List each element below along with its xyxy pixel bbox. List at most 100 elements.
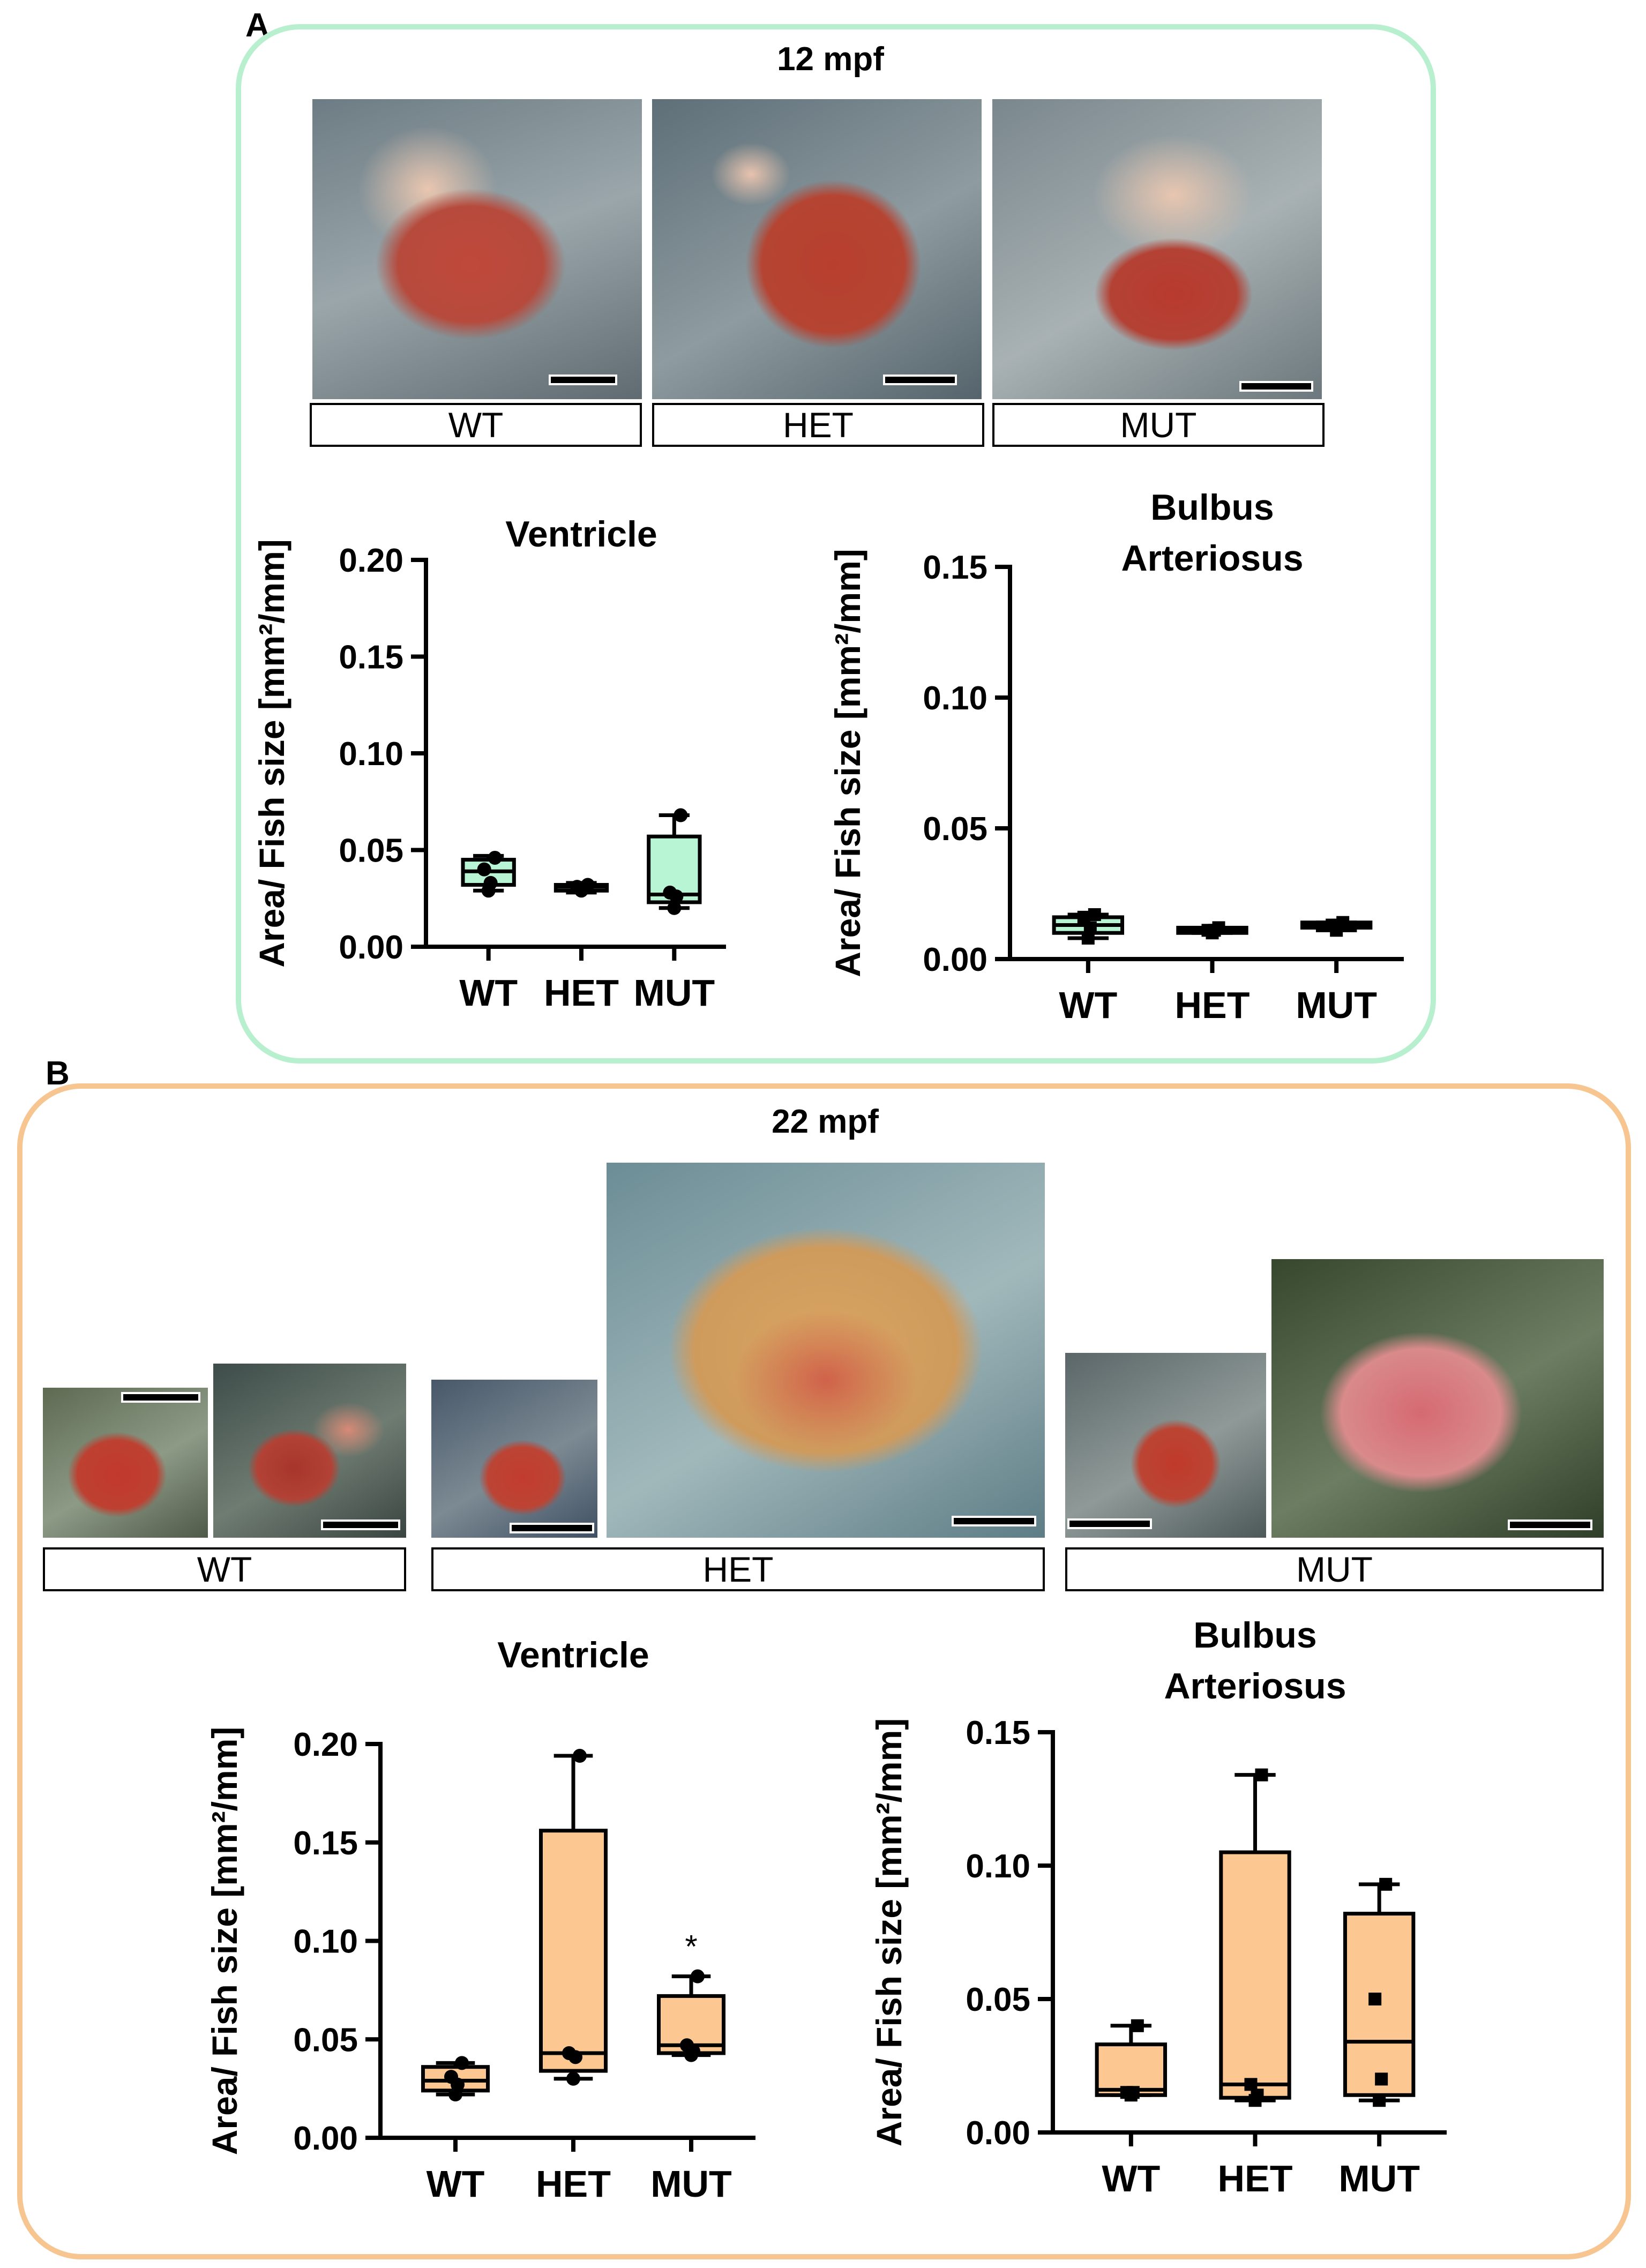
y-tick-label: 0.10 xyxy=(293,1923,358,1960)
genotype-label-a-wt: WT xyxy=(310,403,642,447)
x-tick-label: HET xyxy=(1175,984,1250,1026)
genotype-label-a-het: HET xyxy=(652,403,984,447)
box-het xyxy=(539,1829,608,2073)
x-tick-label: WT xyxy=(1102,2158,1160,2199)
y-tick-label: 0.05 xyxy=(293,2022,358,2059)
x-tick-label: HET xyxy=(544,972,619,1014)
chart-title: Bulbus xyxy=(1150,487,1274,528)
data-point xyxy=(562,2046,576,2060)
data-point xyxy=(674,808,688,822)
y-axis-label: Area/ Fish size [mm²/mm] xyxy=(869,1718,909,2147)
panel-b-frame xyxy=(17,1083,1631,2259)
chart-b-bulbus: Bulbus Arteriosus Area/ Fish size [mm²/mm]… xyxy=(869,1618,1447,2199)
photo-a-het xyxy=(652,99,982,399)
data-point xyxy=(680,2038,694,2053)
genotype-label-b-het: HET xyxy=(431,1547,1045,1591)
y-tick-label: 0.10 xyxy=(339,736,403,773)
data-point xyxy=(1375,2072,1388,2086)
y-tick-label: 0.15 xyxy=(293,1825,358,1862)
data-point xyxy=(477,862,491,877)
chart-title: Bulbus xyxy=(1193,1618,1316,1656)
photo-a-wt xyxy=(312,99,642,399)
genotype-label-b-wt: WT xyxy=(43,1547,406,1591)
data-point xyxy=(1120,2086,1133,2099)
chart-title: Arteriosus xyxy=(1164,1666,1346,1706)
y-tick-label: 0.15 xyxy=(339,639,403,676)
y-tick-label: 0.00 xyxy=(293,2120,358,2157)
photo-b-mut-2 xyxy=(1271,1259,1604,1538)
data-point xyxy=(691,1969,705,1983)
data-point xyxy=(444,2070,458,2084)
data-point xyxy=(455,2056,469,2070)
y-tick-label: 0.20 xyxy=(293,1726,358,1763)
data-point xyxy=(1212,921,1225,934)
data-point xyxy=(570,880,584,894)
scale-bar xyxy=(1510,1522,1590,1528)
data-point xyxy=(1368,1993,1382,2005)
data-point xyxy=(483,875,498,890)
x-tick-label: WT xyxy=(1059,984,1117,1026)
y-tick-label: 0.10 xyxy=(923,680,987,717)
y-tick-label: 0.15 xyxy=(966,1715,1030,1751)
scale-bar xyxy=(885,377,955,383)
data-point xyxy=(488,850,502,865)
data-point xyxy=(1131,2019,1144,2032)
scale-bar xyxy=(1069,1521,1150,1527)
data-point xyxy=(1255,1768,1268,1782)
scale-bar xyxy=(323,1522,398,1528)
x-tick-label: HET xyxy=(536,2163,611,2205)
data-point xyxy=(573,1749,587,1763)
chart-title: Arteriosus xyxy=(1121,538,1303,579)
data-point xyxy=(1088,908,1101,922)
x-tick-label: HET xyxy=(1218,2158,1293,2199)
chart-a-bulbus: Bulbus Arteriosus Area/ Fish size [mm²/mm]… xyxy=(828,487,1404,1026)
x-tick-label: WT xyxy=(427,2163,485,2205)
photo-b-mut-1 xyxy=(1065,1353,1266,1538)
photo-b-het-2 xyxy=(607,1163,1045,1538)
genotype-label-a-mut: MUT xyxy=(992,403,1325,447)
chart-title: Ventricle xyxy=(497,1635,649,1675)
scale-bar xyxy=(512,1525,592,1531)
panel-b-title: 22 mpf xyxy=(772,1103,879,1140)
y-tick-label: 0.05 xyxy=(339,833,403,870)
photo-a-mut xyxy=(992,99,1322,399)
y-tick-label: 0.00 xyxy=(966,2115,1030,2152)
y-axis-label: Area/ Fish size [mm²/mm] xyxy=(828,549,867,977)
data-point xyxy=(566,2071,580,2086)
scale-bar xyxy=(954,1518,1034,1524)
data-point xyxy=(667,901,682,915)
y-axis-label: Area/ Fish size [mm²/mm] xyxy=(205,1727,244,2155)
y-tick-label: 0.00 xyxy=(923,941,987,978)
genotype-label-b-mut: MUT xyxy=(1065,1547,1604,1591)
x-tick-label: WT xyxy=(459,972,518,1014)
y-tick-label: 0.15 xyxy=(923,549,987,586)
photo-b-wt-2 xyxy=(213,1364,406,1538)
y-tick-label: 0.20 xyxy=(339,542,403,579)
x-tick-label: MUT xyxy=(650,2163,732,2205)
y-axis-label: Area/ Fish size [mm²/mm] xyxy=(252,539,291,968)
data-point xyxy=(1244,2078,1258,2091)
panel-a-frame xyxy=(236,24,1436,1064)
y-tick-label: 0.00 xyxy=(339,929,403,966)
chart-a-ventricle: Ventricle Area/ Fish size [mm²/mm] 0.00 0.0… xyxy=(252,514,726,1014)
data-point xyxy=(581,878,595,892)
data-point xyxy=(663,885,677,900)
y-tick-label: 0.05 xyxy=(923,811,987,848)
x-tick-label: MUT xyxy=(1338,2158,1420,2199)
x-tick-label: MUT xyxy=(1296,984,1377,1026)
chart-title: Ventricle xyxy=(505,514,657,555)
data-point xyxy=(1379,1877,1393,1891)
chart-b-ventricle: Ventricle Area/ Fish size [mm²/mm] 0.00 0.0… xyxy=(205,1635,755,2205)
scale-bar xyxy=(551,377,615,383)
photo-b-het-1 xyxy=(431,1380,597,1538)
photo-b-wt-1 xyxy=(43,1388,208,1538)
y-tick-label: 0.05 xyxy=(966,1981,1030,2018)
panel-a-title: 12 mpf xyxy=(777,41,884,78)
data-point xyxy=(1373,2094,1386,2107)
scale-bar xyxy=(123,1394,198,1401)
y-tick-label: 0.10 xyxy=(966,1848,1030,1885)
significance-marker: * xyxy=(685,1929,697,1965)
x-tick-label: MUT xyxy=(634,972,715,1014)
box-het xyxy=(1219,1850,1291,2100)
scale-bar xyxy=(1241,383,1311,390)
